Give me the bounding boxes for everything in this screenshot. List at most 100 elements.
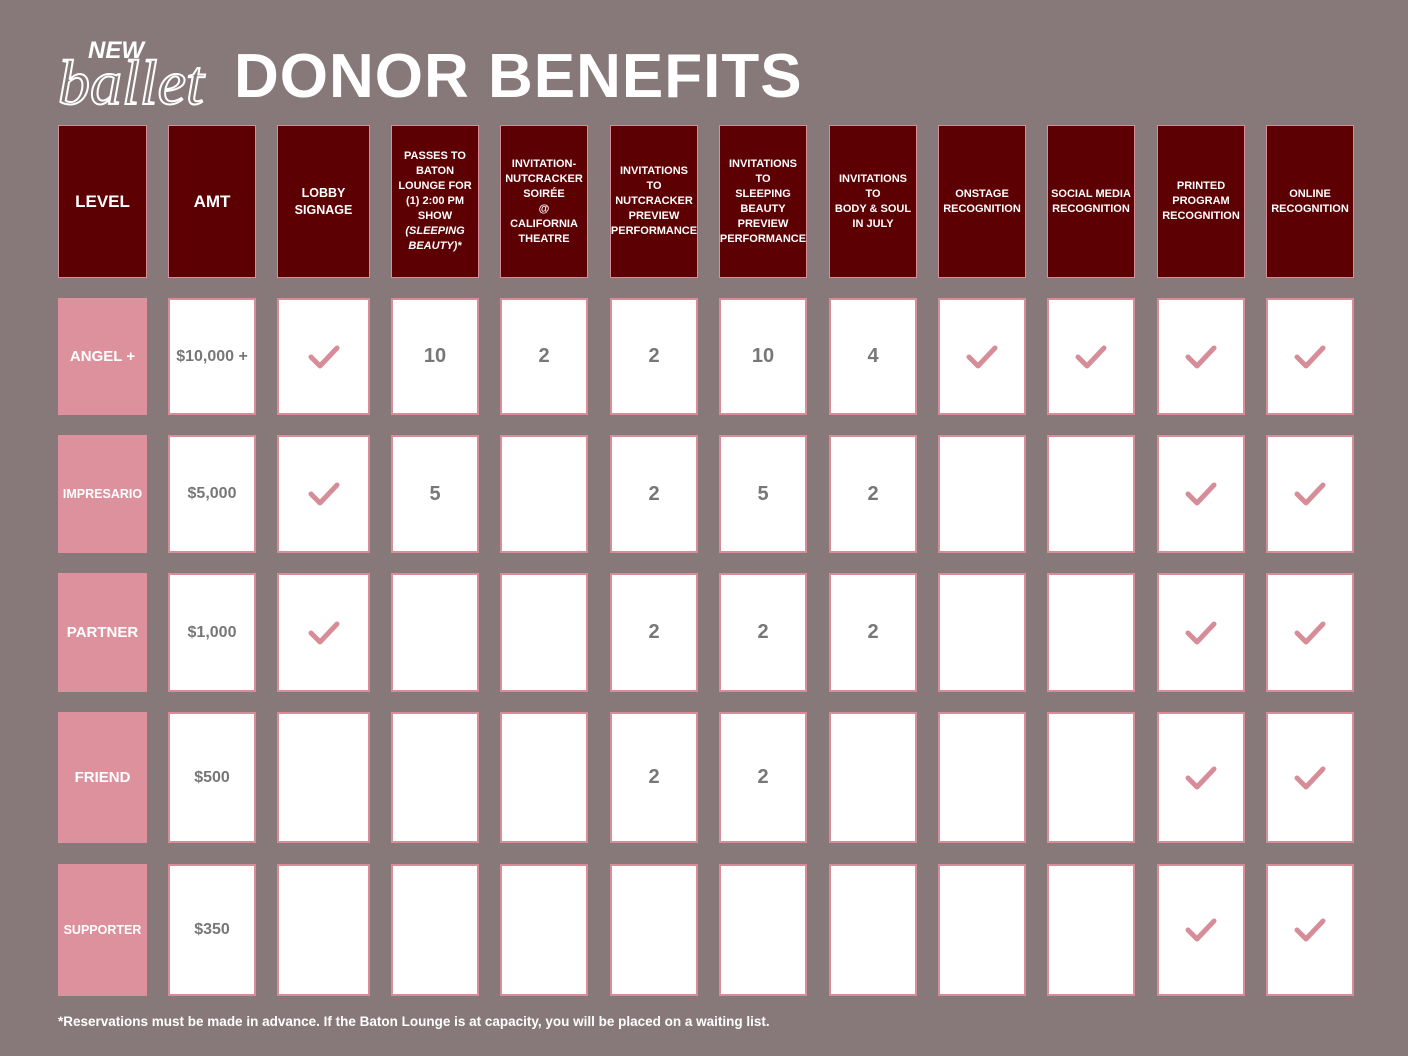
column-header-line: LEVEL: [75, 191, 130, 211]
benefit-cell: [1047, 298, 1135, 415]
column-header-label: LOBBY SIGNAGE: [295, 185, 353, 219]
benefit-cell: 2: [610, 712, 698, 843]
column-header-line: PREVIEW: [628, 210, 680, 222]
benefit-count: 2: [757, 621, 769, 643]
benefit-cell: 5: [719, 435, 807, 553]
check-icon: [1185, 482, 1217, 506]
column-header-line: (1) 2:00 PM: [405, 195, 465, 207]
column-header: INVITATIONS TO BODY & SOUL IN JULY: [829, 125, 917, 278]
column-header-line: SOCIAL MEDIA: [1051, 187, 1131, 200]
benefit-count: 2: [867, 482, 879, 505]
column-header-line: LOUNGE FOR: [398, 180, 472, 192]
check-icon: [1294, 766, 1326, 789]
column-header-label: INVITATIONS TO NUTCRACKER PREVIEW PERFORMANC…: [611, 164, 697, 239]
benefit-cell: [1157, 573, 1245, 692]
benefit-count: 10: [751, 345, 775, 367]
column-header-label: LEVEL: [75, 192, 130, 212]
column-header: SOCIAL MEDIA RECOGNITION: [1047, 125, 1135, 278]
column-header: AMT: [168, 125, 256, 278]
check-icon: [1185, 621, 1217, 644]
column-header-line: INVITATIONS: [728, 157, 798, 170]
benefit-cell: [1266, 435, 1354, 553]
column-header-label: ONLINE RECOGNITION: [1271, 187, 1349, 217]
benefit-cell: [938, 298, 1026, 415]
benefit-cell: [277, 864, 370, 996]
benefit-cell: [391, 573, 479, 692]
benefit-cell: [1266, 712, 1354, 843]
benefit-cell: [938, 712, 1026, 843]
column-header: INVITATIONS TO NUTCRACKER PREVIEW PERFORMANC…: [610, 125, 698, 278]
level-cell: PARTNER: [58, 573, 147, 692]
check-icon: [1294, 918, 1326, 942]
benefit-count: 2: [757, 766, 769, 788]
benefit-cell: 4: [829, 298, 917, 415]
benefit-cell: [1157, 712, 1245, 843]
logo-new-text: NEW: [88, 37, 146, 64]
benefit-cell: [829, 712, 917, 843]
benefit-cell: [1266, 573, 1354, 692]
column-header-line: ONLINE: [1289, 187, 1331, 200]
benefit-cell: 2: [719, 573, 807, 692]
column-header-line: TO: [646, 180, 662, 192]
level-cell: SUPPORTER: [58, 864, 147, 996]
column-header-line: LOBBY: [301, 185, 346, 200]
column-header-label: PASSES TO BATON LOUNGE FOR (1) 2:00 PM SHOW (…: [398, 149, 471, 254]
benefit-count: 2: [648, 482, 660, 505]
column-header-label: SOCIAL MEDIA RECOGNITION: [1051, 187, 1131, 217]
benefit-cell: [938, 435, 1026, 553]
benefit-cell: 2: [610, 573, 698, 692]
benefit-cell: [391, 712, 479, 843]
benefit-cell: [500, 435, 588, 553]
benefit-cell: [610, 864, 698, 996]
column-header: LEVEL: [58, 125, 147, 278]
column-header: ONLINE RECOGNITION: [1266, 125, 1354, 278]
benefit-cell: [719, 864, 807, 996]
benefit-cell: [277, 435, 370, 553]
benefit-cell: 10: [391, 298, 479, 415]
column-header-label: INVITATIONS TO BODY & SOUL IN JULY: [835, 172, 911, 232]
check-icon: [308, 482, 339, 506]
benefit-cell: 2: [610, 298, 698, 415]
benefit-cell: [1157, 298, 1245, 415]
benefit-cell: [829, 864, 917, 996]
benefit-cell: [1266, 298, 1354, 415]
check-icon: [1075, 345, 1107, 368]
benefit-cell: [1047, 864, 1135, 996]
column-header-label: PRINTED PROGRAM RECOGNITION: [1162, 179, 1240, 224]
column-header-line: ONSTAGE: [955, 187, 1009, 200]
amount-cell: $1,000: [168, 573, 256, 692]
benefit-cell: [500, 712, 588, 843]
column-header-line: THEATRE: [518, 232, 570, 245]
check-icon: [1294, 345, 1326, 368]
benefit-cell: [1047, 573, 1135, 692]
benefit-cell: [500, 573, 588, 692]
check-icon: [308, 345, 339, 368]
column-header: ONSTAGE RECOGNITION: [938, 125, 1026, 278]
column-header: LOBBY SIGNAGE: [277, 125, 370, 278]
check-icon: [1294, 621, 1326, 644]
column-header-line: NUTCRACKER: [615, 195, 693, 207]
benefit-count: 2: [648, 345, 660, 367]
logo-ballet-text: ballet: [58, 47, 206, 112]
column-header-line: RECOGNITION: [943, 202, 1021, 215]
page-title: DONOR BENEFITS: [234, 42, 803, 111]
benefit-cell: 10: [719, 298, 807, 415]
column-header-line: PERFORMANCE: [610, 225, 698, 237]
check-icon: [1185, 918, 1217, 942]
column-header-line: AMT: [193, 191, 231, 211]
benefit-cell: 5: [391, 435, 479, 553]
check-icon: [1185, 766, 1217, 789]
benefit-cell: [391, 864, 479, 996]
amount-cell: $500: [168, 712, 256, 843]
column-header-line: PREVIEW: [737, 217, 789, 230]
benefit-cell: [277, 573, 370, 692]
benefit-cell: 2: [500, 298, 588, 415]
benefit-cell: [1047, 435, 1135, 553]
column-header-line: NUTCRACKER: [505, 172, 583, 185]
benefit-cell: [277, 298, 370, 415]
column-header: INVITATIONS TO SLEEPING BEAUTY PREVIEW PERFOR…: [719, 125, 807, 278]
level-cell: FRIEND: [58, 712, 147, 843]
column-header-line: TO: [755, 172, 771, 185]
column-header-line: INVITATIONS: [838, 172, 908, 185]
check-icon: [1294, 482, 1326, 506]
